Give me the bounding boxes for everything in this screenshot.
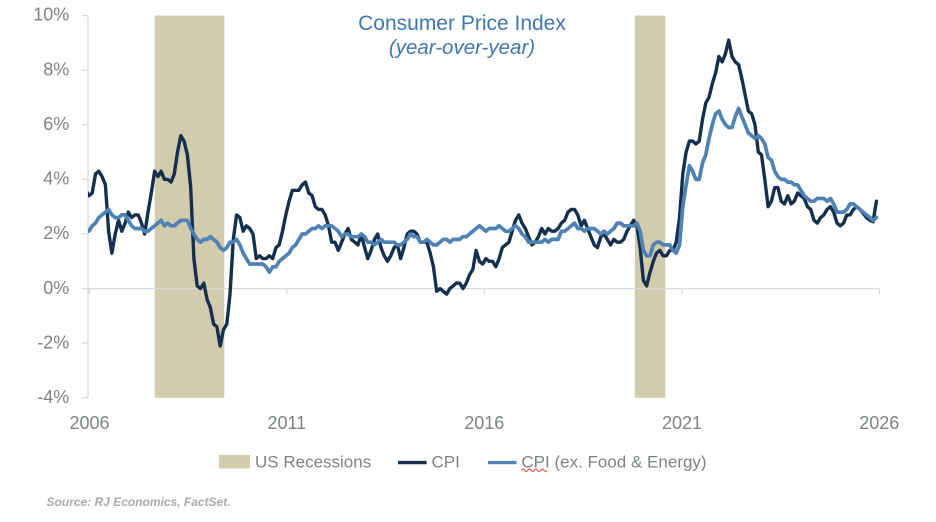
svg-text:2011: 2011 bbox=[267, 413, 306, 433]
svg-text:8%: 8% bbox=[43, 59, 69, 79]
svg-text:CPI (ex. Food & Energy): CPI (ex. Food & Energy) bbox=[521, 453, 706, 472]
svg-text:2026: 2026 bbox=[859, 413, 899, 433]
svg-text:2016: 2016 bbox=[464, 413, 504, 433]
svg-text:2006: 2006 bbox=[69, 413, 109, 433]
svg-text:4%: 4% bbox=[43, 169, 69, 189]
svg-text:2%: 2% bbox=[43, 223, 69, 243]
svg-text:US Recessions: US Recessions bbox=[255, 453, 371, 472]
svg-text:6%: 6% bbox=[43, 114, 69, 134]
svg-text:2021: 2021 bbox=[662, 413, 702, 433]
svg-text:CPI: CPI bbox=[432, 453, 460, 472]
svg-text:(year-over-year): (year-over-year) bbox=[389, 36, 535, 59]
svg-text:0%: 0% bbox=[43, 278, 69, 298]
svg-text:10%: 10% bbox=[33, 5, 69, 25]
svg-text:Source: RJ Economics, FactSet.: Source: RJ Economics, FactSet. bbox=[47, 495, 231, 509]
svg-text:Consumer Price Index: Consumer Price Index bbox=[358, 12, 566, 35]
svg-text:-2%: -2% bbox=[37, 332, 69, 352]
svg-text:-4%: -4% bbox=[37, 387, 69, 407]
